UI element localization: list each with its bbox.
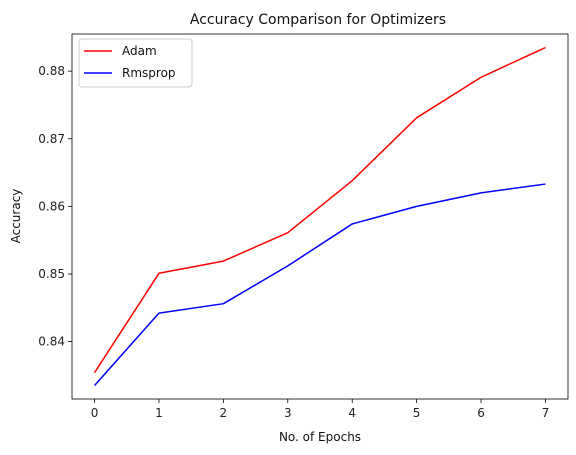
y-tick-label: 0.87	[38, 132, 65, 146]
y-axis-label: Accuracy	[9, 189, 23, 244]
series-lines	[93, 46, 546, 386]
y-tick-label: 0.84	[38, 335, 65, 349]
legend-label-adam: Adam	[122, 44, 157, 58]
x-tick-label: 7	[542, 406, 550, 420]
y-tick-label: 0.85	[38, 267, 65, 281]
x-tick-label: 5	[413, 406, 421, 420]
x-axis: 0 1 2 3 4 5 6 7	[91, 399, 550, 420]
legend-label-rmsprop: Rmsprop	[122, 66, 176, 80]
x-tick-label: 4	[348, 406, 356, 420]
series-line-rmsprop	[93, 183, 546, 386]
x-tick-label: 1	[155, 406, 163, 420]
x-tick-label: 6	[477, 406, 485, 420]
x-axis-label: No. of Epochs	[279, 430, 361, 444]
x-tick-label: 0	[91, 406, 99, 420]
x-tick-label: 3	[284, 406, 292, 420]
legend: Adam Rmsprop	[78, 38, 193, 88]
plot-area	[71, 33, 569, 400]
y-tick-label: 0.88	[38, 64, 65, 78]
y-tick-label: 0.86	[38, 199, 65, 213]
chart-title: Accuracy Comparison for Optimizers	[190, 12, 446, 28]
series-line-adam	[93, 46, 546, 374]
x-tick-label: 2	[220, 406, 228, 420]
y-axis: 0.84 0.85 0.86 0.87 0.88	[38, 64, 72, 349]
